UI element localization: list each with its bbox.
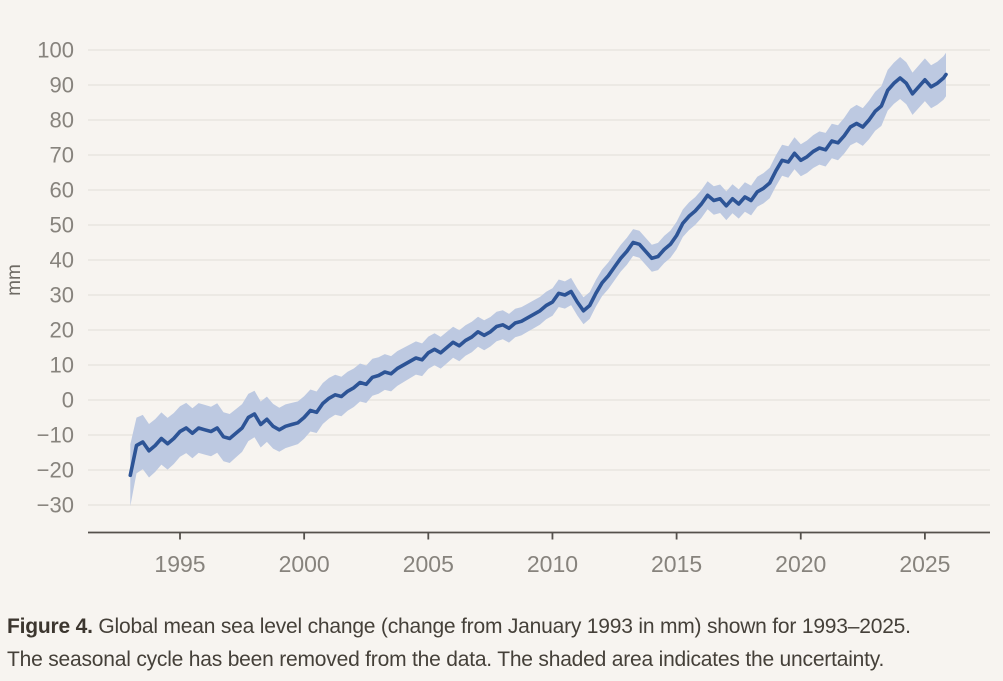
x-tick-label: 2025 bbox=[899, 551, 950, 577]
sea-level-line bbox=[128, 72, 948, 478]
sea-level-chart: −30 −20 −10 0 10 20 30 40 50 60 70 80 90 100 mm 1995 200… bbox=[4, 38, 990, 577]
y-tick-label: 40 bbox=[50, 248, 74, 273]
y-tick-label: 70 bbox=[50, 143, 74, 168]
figure-caption-line1: Figure 4. Global mean sea level change (… bbox=[7, 610, 999, 643]
figure-caption: Figure 4. Global mean sea level change (… bbox=[7, 610, 999, 676]
figure-caption-label: Figure 4. bbox=[7, 615, 93, 638]
y-tick-label: −20 bbox=[37, 458, 74, 483]
y-tick-label: 20 bbox=[50, 318, 74, 343]
y-axis-label: mm bbox=[4, 264, 25, 296]
x-tick-label: 2015 bbox=[651, 551, 702, 577]
sea-level-chart-canvas: −30 −20 −10 0 10 20 30 40 50 60 70 80 90 100 mm 1995 200… bbox=[4, 38, 990, 577]
y-tick-label: 100 bbox=[37, 38, 74, 63]
y-tick-label: 80 bbox=[50, 108, 74, 133]
figure-caption-line1-text: Global mean sea level change (change fro… bbox=[98, 615, 911, 638]
y-tick-label: 60 bbox=[50, 178, 74, 203]
x-tick-label: 2005 bbox=[403, 551, 454, 577]
y-tick-label: 90 bbox=[50, 73, 74, 98]
y-tick-label: −10 bbox=[37, 423, 74, 448]
y-tick-label: −30 bbox=[37, 493, 74, 518]
y-tick-label: 30 bbox=[50, 283, 74, 308]
y-tick-label: 0 bbox=[62, 388, 74, 413]
figure-caption-line2: The seasonal cycle has been removed from… bbox=[7, 648, 885, 671]
x-tick-label: 2000 bbox=[279, 551, 330, 577]
x-tick-label: 2020 bbox=[775, 551, 826, 577]
y-tick-label: 10 bbox=[50, 353, 74, 378]
x-tick-label: 2010 bbox=[527, 551, 578, 577]
y-tick-label: 50 bbox=[50, 213, 74, 238]
x-tick-label: 1995 bbox=[154, 551, 205, 577]
uncertainty-band bbox=[130, 52, 947, 507]
